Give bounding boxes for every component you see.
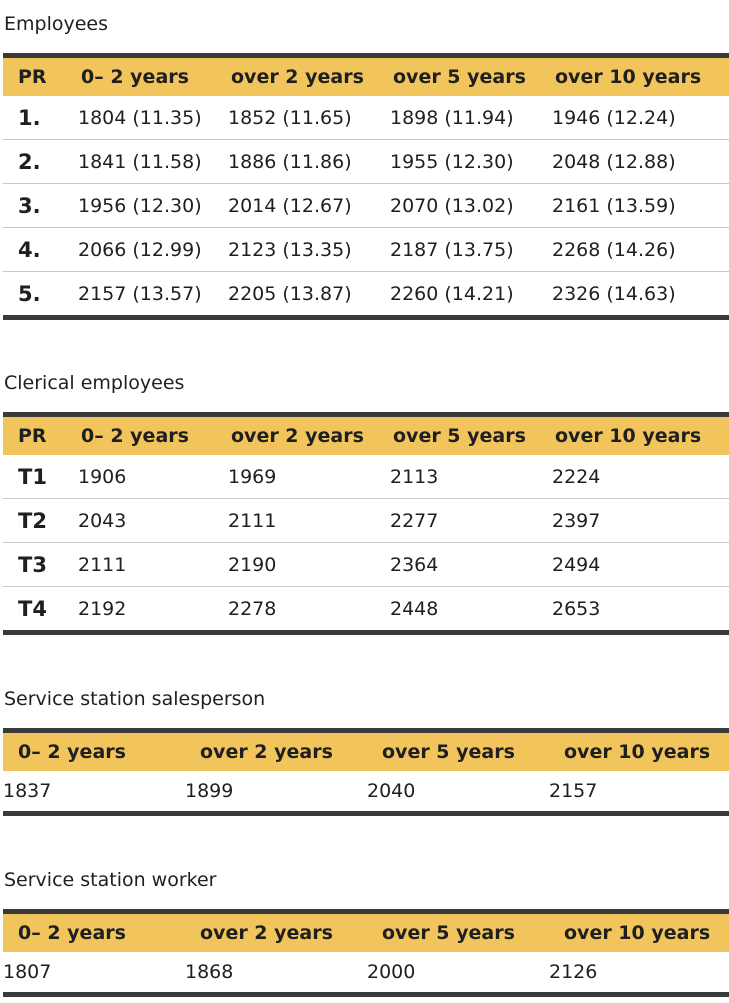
table-cell: 2278	[213, 586, 375, 635]
table-cell: 2043	[63, 498, 213, 543]
table-cell: 1886 (11.86)	[213, 139, 375, 184]
table-cell: 2070 (13.02)	[375, 183, 537, 228]
column-header-over-2-years: over 2 years	[213, 53, 375, 96]
table-cell: 2048 (12.88)	[537, 139, 729, 184]
table-cell: 2448	[375, 586, 537, 635]
table-cell: 2277	[375, 498, 537, 543]
table-cell: 2494	[537, 542, 729, 587]
table-cell: 2157 (13.57)	[63, 271, 213, 320]
table-cell: 2157	[549, 771, 729, 816]
column-header-pr: PR	[3, 412, 63, 455]
table-cell: 2111	[213, 498, 375, 543]
table-cell: 2161 (13.59)	[537, 183, 729, 228]
table-cell: 2040	[367, 771, 549, 816]
table-cell: 1837	[3, 771, 185, 816]
table-cell: 1906	[63, 455, 213, 499]
column-header-over-10-years: over 10 years	[549, 909, 729, 952]
worker-table: 0– 2 years over 2 years over 5 years ove…	[3, 909, 729, 997]
table-cell: 2126	[549, 952, 729, 997]
table-cell: 2113	[375, 455, 537, 499]
salesperson-section: Service station salesperson 0– 2 years o…	[0, 687, 729, 816]
table-header-row: PR 0– 2 years over 2 years over 5 years …	[3, 412, 729, 455]
table-row: 1. 1804 (11.35) 1852 (11.65) 1898 (11.94…	[3, 96, 729, 140]
table-cell: 2260 (14.21)	[375, 271, 537, 320]
table-cell: 2192	[63, 586, 213, 635]
table-cell: 1898 (11.94)	[375, 96, 537, 140]
column-header-over-2-years: over 2 years	[213, 412, 375, 455]
salesperson-title: Service station salesperson	[4, 688, 266, 710]
employees-table: PR 0– 2 years over 2 years over 5 years …	[3, 53, 729, 320]
column-header-0-2-years: 0– 2 years	[63, 53, 213, 96]
table-cell: 2187 (13.75)	[375, 227, 537, 272]
pay-grade: 5.	[3, 271, 63, 320]
column-header-0-2-years: 0– 2 years	[3, 728, 185, 771]
column-header-over-5-years: over 5 years	[367, 728, 549, 771]
column-header-0-2-years: 0– 2 years	[3, 909, 185, 952]
table-row: T1 1906 1969 2113 2224	[3, 455, 729, 499]
table-cell: 1807	[3, 952, 185, 997]
table-cell: 1868	[185, 952, 367, 997]
table-cell: 2111	[63, 542, 213, 587]
table-cell: 2326 (14.63)	[537, 271, 729, 320]
column-header-over-5-years: over 5 years	[367, 909, 549, 952]
table-row: 5. 2157 (13.57) 2205 (13.87) 2260 (14.21…	[3, 271, 729, 320]
column-header-over-10-years: over 10 years	[549, 728, 729, 771]
table-cell: 2066 (12.99)	[63, 227, 213, 272]
table-cell: 2364	[375, 542, 537, 587]
table-row: 1807 1868 2000 2126	[3, 952, 729, 997]
table-cell: 1946 (12.24)	[537, 96, 729, 140]
table-header-row: 0– 2 years over 2 years over 5 years ove…	[3, 909, 729, 952]
worker-section: Service station worker 0– 2 years over 2…	[0, 868, 729, 997]
pay-grade: T3	[3, 542, 63, 587]
table-cell: 2014 (12.67)	[213, 183, 375, 228]
column-header-over-2-years: over 2 years	[185, 728, 367, 771]
table-cell: 1969	[213, 455, 375, 499]
clerical-section: Clerical employees PR 0– 2 years over 2 …	[0, 371, 729, 635]
table-row: T4 2192 2278 2448 2653	[3, 586, 729, 635]
table-row: T3 2111 2190 2364 2494	[3, 542, 729, 587]
table-cell: 2000	[367, 952, 549, 997]
table-cell: 1956 (12.30)	[63, 183, 213, 228]
table-cell: 2268 (14.26)	[537, 227, 729, 272]
column-header-over-5-years: over 5 years	[375, 412, 537, 455]
table-cell: 2653	[537, 586, 729, 635]
column-header-over-10-years: over 10 years	[537, 412, 729, 455]
table-row: 1837 1899 2040 2157	[3, 771, 729, 816]
pay-grade: T1	[3, 455, 63, 499]
table-cell: 2123 (13.35)	[213, 227, 375, 272]
column-header-pr: PR	[3, 53, 63, 96]
table-cell: 1955 (12.30)	[375, 139, 537, 184]
salesperson-table: 0– 2 years over 2 years over 5 years ove…	[3, 728, 729, 816]
table-cell: 2224	[537, 455, 729, 499]
column-header-over-2-years: over 2 years	[185, 909, 367, 952]
column-header-0-2-years: 0– 2 years	[63, 412, 213, 455]
pay-grade: 1.	[3, 96, 63, 140]
table-cell: 2397	[537, 498, 729, 543]
pay-grade: 4.	[3, 227, 63, 272]
table-cell: 1841 (11.58)	[63, 139, 213, 184]
worker-title: Service station worker	[4, 869, 217, 891]
column-header-over-5-years: over 5 years	[375, 53, 537, 96]
table-cell: 1899	[185, 771, 367, 816]
table-row: 3. 1956 (12.30) 2014 (12.67) 2070 (13.02…	[3, 183, 729, 228]
table-row: 4. 2066 (12.99) 2123 (13.35) 2187 (13.75…	[3, 227, 729, 272]
employees-section: Employees PR 0– 2 years over 2 years ove…	[0, 12, 729, 320]
table-cell: 1852 (11.65)	[213, 96, 375, 140]
employees-title: Employees	[4, 13, 108, 35]
table-cell: 1804 (11.35)	[63, 96, 213, 140]
column-header-over-10-years: over 10 years	[537, 53, 729, 96]
clerical-table: PR 0– 2 years over 2 years over 5 years …	[3, 412, 729, 635]
pay-grade: 3.	[3, 183, 63, 228]
table-row: T2 2043 2111 2277 2397	[3, 498, 729, 543]
clerical-title: Clerical employees	[4, 372, 185, 394]
table-header-row: 0– 2 years over 2 years over 5 years ove…	[3, 728, 729, 771]
pay-grade: T2	[3, 498, 63, 543]
table-cell: 2205 (13.87)	[213, 271, 375, 320]
table-cell: 2190	[213, 542, 375, 587]
table-row: 2. 1841 (11.58) 1886 (11.86) 1955 (12.30…	[3, 139, 729, 184]
pay-grade: 2.	[3, 139, 63, 184]
pay-grade: T4	[3, 586, 63, 635]
table-header-row: PR 0– 2 years over 2 years over 5 years …	[3, 53, 729, 96]
